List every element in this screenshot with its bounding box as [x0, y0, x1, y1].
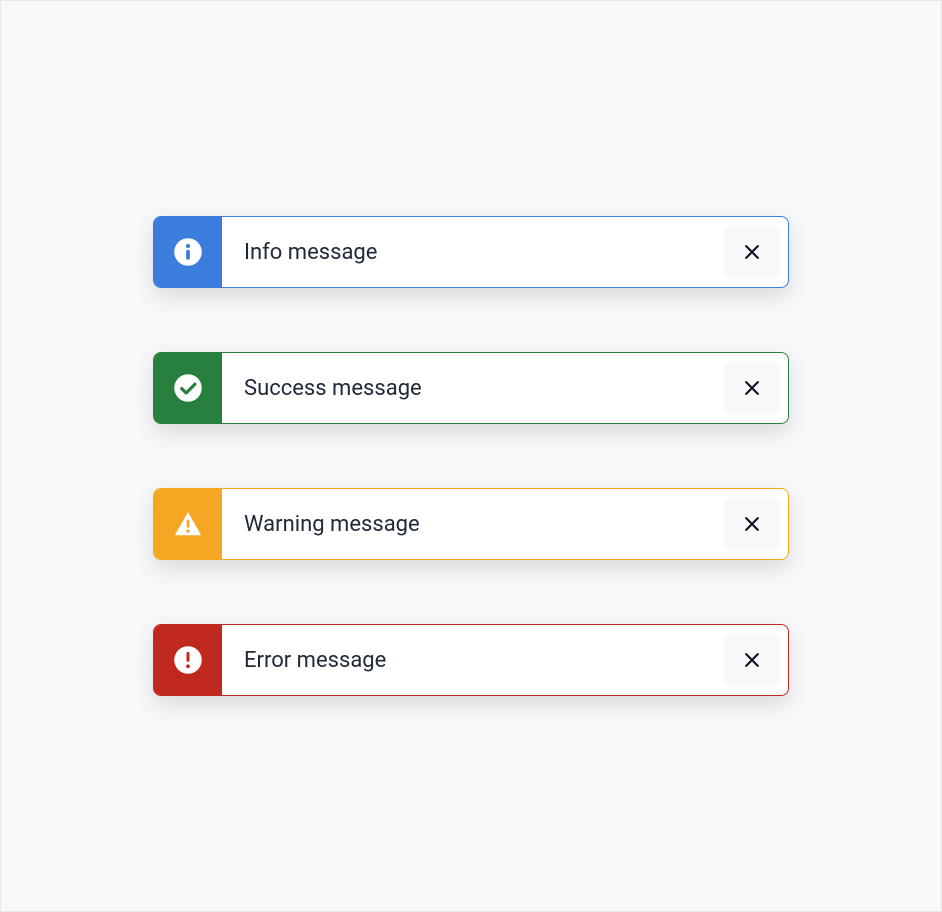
alert-warning-text: Warning message [222, 489, 716, 559]
close-icon [742, 242, 762, 262]
alert-warning: Warning message [153, 488, 789, 560]
alert-warning-accent [154, 489, 222, 559]
check-circle-icon [173, 373, 203, 403]
close-icon [742, 514, 762, 534]
alert-error-text: Error message [222, 625, 716, 695]
alert-success: Success message [153, 352, 789, 424]
alert-info-text: Info message [222, 217, 716, 287]
alert-warning-close-button[interactable] [724, 497, 780, 551]
alert-info-close-button[interactable] [724, 225, 780, 279]
close-icon [742, 650, 762, 670]
alert-info: Info message [153, 216, 789, 288]
alert-success-accent [154, 353, 222, 423]
close-icon [742, 378, 762, 398]
alert-success-close-button[interactable] [724, 361, 780, 415]
alert-error-accent [154, 625, 222, 695]
alert-success-text: Success message [222, 353, 716, 423]
alert-error: Error message [153, 624, 789, 696]
alert-error-close-button[interactable] [724, 633, 780, 687]
alert-showcase: Info message Success message [1, 216, 941, 696]
alert-info-accent [154, 217, 222, 287]
info-icon [173, 237, 203, 267]
error-circle-icon [173, 645, 203, 675]
warning-triangle-icon [173, 509, 203, 539]
